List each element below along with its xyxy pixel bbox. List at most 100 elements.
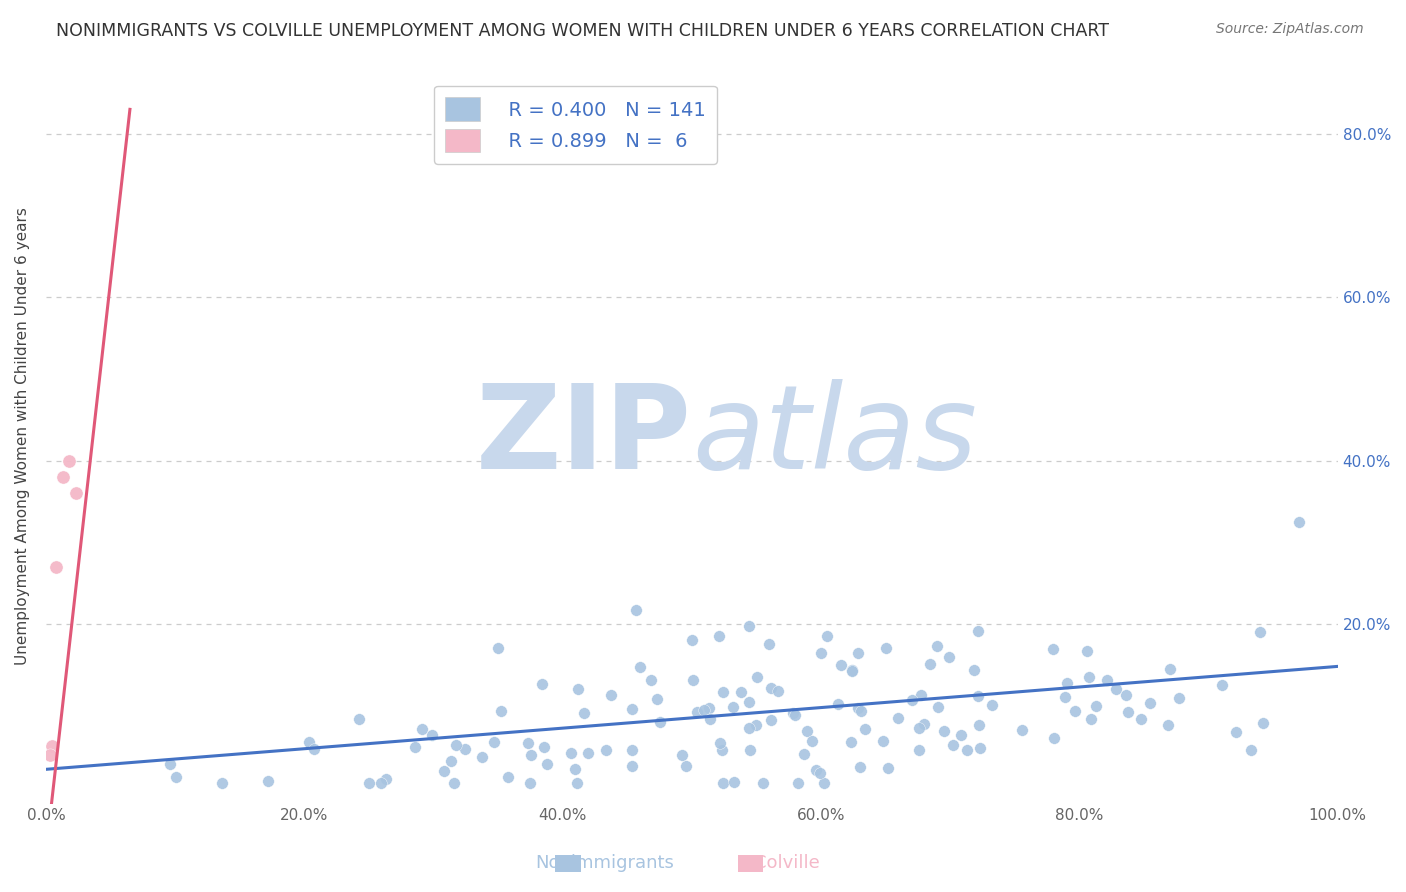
Point (830, 657, 852, 672)
Point (846, 646, 869, 660)
Point (758, 637, 780, 651)
Point (920, 657, 942, 671)
Point (738, 618, 761, 632)
Point (567, 681, 589, 696)
Point (536, 757, 558, 772)
Point (912, 717, 935, 731)
Point (1064, 704, 1087, 718)
Point (496, 770, 519, 784)
Point (766, 684, 789, 698)
Point (1105, 681, 1128, 696)
Point (519, 776, 541, 790)
Point (782, 706, 804, 720)
Point (357, 776, 380, 790)
Point (1139, 696, 1161, 710)
Point (533, 740, 555, 755)
Point (1011, 723, 1033, 737)
Point (980, 698, 1002, 712)
Point (1043, 731, 1066, 746)
Point (796, 723, 818, 738)
Point (45, 559, 67, 574)
Point (65, 486, 87, 500)
Point (211, 776, 233, 790)
Point (1080, 712, 1102, 726)
Point (817, 630, 839, 644)
Point (1251, 716, 1274, 731)
Point (41, 739, 63, 754)
Point (1225, 725, 1247, 739)
Point (453, 741, 475, 756)
Point (877, 761, 900, 775)
Point (927, 700, 949, 714)
Point (711, 685, 734, 699)
Point (738, 695, 761, 709)
Point (942, 738, 965, 752)
Point (1249, 624, 1271, 639)
Point (432, 764, 454, 778)
Point (723, 775, 745, 789)
Point (813, 776, 835, 790)
Point (846, 700, 869, 714)
Point (932, 723, 955, 738)
Point (707, 629, 730, 643)
Point (489, 704, 512, 718)
Point (347, 712, 370, 726)
Point (519, 747, 541, 762)
Point (969, 740, 991, 755)
Point (1211, 677, 1233, 691)
Point (628, 659, 651, 673)
Point (671, 747, 693, 762)
Point (420, 728, 443, 742)
Point (908, 721, 931, 735)
Point (58, 453, 80, 467)
Point (530, 677, 553, 691)
Point (848, 760, 870, 774)
Point (404, 739, 426, 754)
Point (839, 735, 862, 749)
Point (159, 756, 181, 771)
Point (927, 640, 949, 654)
Text: NONIMMIGRANTS VS COLVILLE UNEMPLOYMENT AMONG WOMEN WITH CHILDREN UNDER 6 YEARS C: NONIMMIGRANTS VS COLVILLE UNEMPLOYMENT A… (56, 22, 1109, 40)
Point (967, 718, 990, 732)
Point (645, 692, 668, 706)
Point (745, 670, 768, 684)
Point (793, 747, 815, 761)
Point (564, 762, 586, 776)
Text: atlas: atlas (692, 379, 977, 493)
Point (1167, 690, 1189, 705)
Point (560, 746, 582, 760)
Point (576, 746, 599, 760)
Point (709, 736, 731, 750)
Point (699, 701, 721, 715)
Point (1240, 743, 1263, 757)
Point (721, 699, 744, 714)
Text: Colville: Colville (755, 855, 820, 872)
Point (785, 707, 807, 722)
Point (962, 663, 984, 677)
Point (640, 673, 662, 687)
Point (38, 747, 60, 762)
Point (517, 736, 540, 750)
Point (621, 759, 644, 773)
Point (853, 722, 876, 736)
Point (648, 714, 671, 729)
Y-axis label: Unemployment Among Women with Children Under 6 years: Unemployment Among Women with Children U… (15, 207, 30, 665)
Point (1056, 676, 1078, 690)
Point (849, 704, 872, 718)
Point (966, 689, 988, 703)
Point (298, 735, 321, 749)
Point (621, 743, 644, 757)
Point (1077, 670, 1099, 684)
Point (1054, 690, 1077, 704)
Point (440, 754, 463, 768)
Point (901, 692, 924, 706)
Point (443, 776, 465, 790)
Point (1288, 515, 1310, 529)
Point (910, 688, 932, 702)
Point (1116, 705, 1139, 719)
Point (257, 773, 280, 788)
Point (1084, 698, 1107, 713)
Point (1042, 642, 1064, 657)
Point (908, 743, 931, 757)
Point (681, 633, 703, 648)
